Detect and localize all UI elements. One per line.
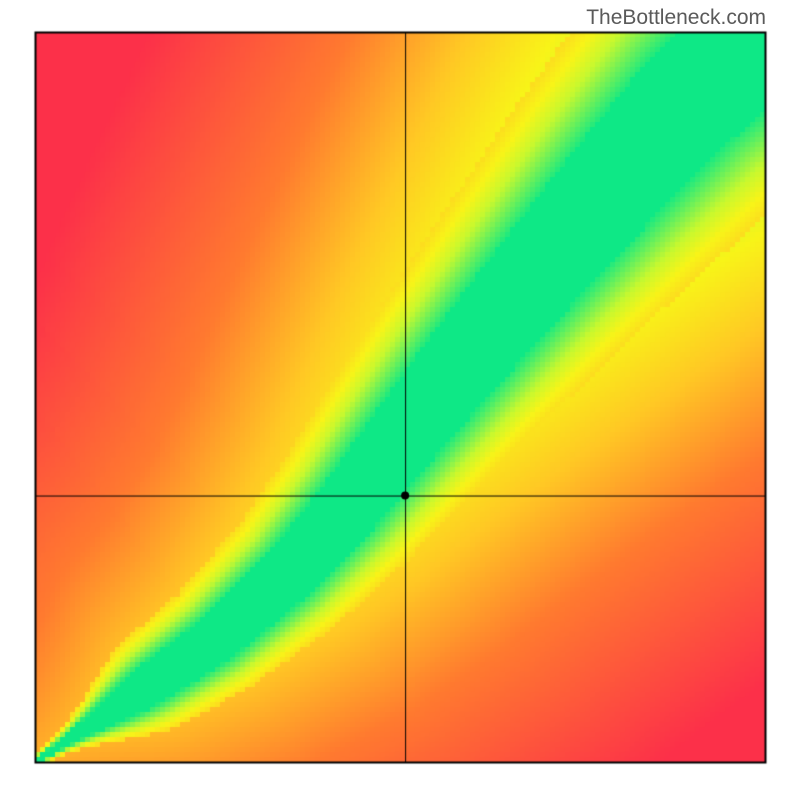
watermark-text: TheBottleneck.com <box>586 6 766 30</box>
bottleneck-heatmap: TheBottleneck.com <box>0 0 800 800</box>
heatmap-canvas <box>0 0 800 800</box>
